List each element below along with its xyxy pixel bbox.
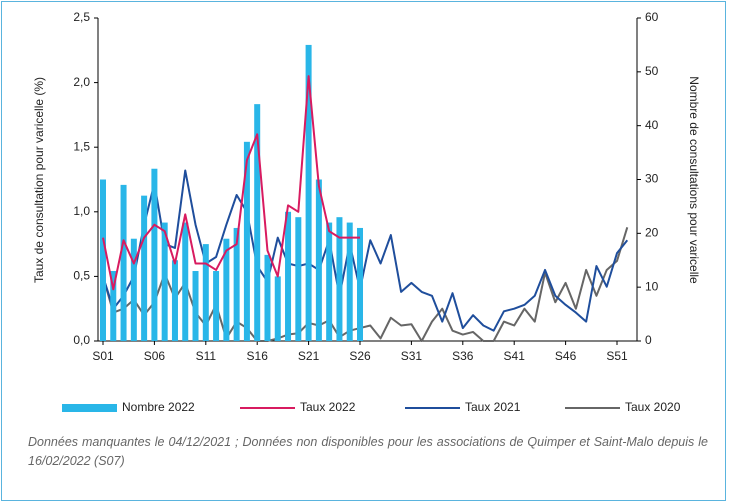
y2-tick-label: 0 (645, 333, 652, 347)
bar (254, 104, 261, 341)
x-tick-label: S11 (196, 349, 217, 363)
y2-tick-label: 50 (645, 64, 659, 78)
bar (151, 168, 158, 341)
bar (110, 271, 117, 341)
bar (100, 179, 106, 341)
bar (202, 244, 209, 341)
y-tick-label: 2,0 (73, 75, 90, 89)
x-tick-label: S36 (452, 349, 474, 363)
chart: Taux de consultation pour varicelle (%) … (32, 10, 701, 414)
bar (213, 271, 220, 341)
line (102, 227, 629, 342)
bar (326, 222, 333, 341)
y-tick-label: 2,5 (73, 10, 90, 24)
y-tick-label: 1,0 (73, 204, 90, 218)
bar (274, 276, 281, 341)
bar (336, 217, 343, 341)
bar (130, 238, 137, 341)
legend-label: Taux 2021 (465, 400, 521, 414)
y-tick-label: 0,0 (73, 333, 90, 347)
bar (357, 227, 363, 341)
legend-label: Nombre 2022 (122, 400, 195, 414)
y2-tick-label: 10 (645, 279, 659, 293)
y-tick-label: 0,5 (73, 269, 90, 283)
x-tick-label: S01 (92, 349, 114, 363)
y-axis-label: Taux de consultation pour varicelle (%) (32, 77, 46, 283)
x-tick-label: S06 (144, 349, 166, 363)
bar (192, 271, 199, 341)
bar (182, 222, 189, 341)
bar (243, 141, 250, 341)
bar (161, 222, 168, 341)
x-tick-label: S46 (555, 349, 577, 363)
y2-tick-label: 30 (645, 172, 659, 186)
y2-tick-label: 40 (645, 118, 659, 132)
x-tick-label: S26 (349, 349, 371, 363)
bar (315, 179, 322, 341)
legend-swatch (62, 404, 117, 412)
legend-label: Taux 2022 (300, 400, 356, 414)
y2-tick-label: 60 (645, 10, 659, 24)
bar (346, 222, 353, 341)
x-tick-label: S21 (298, 349, 320, 363)
line (102, 169, 629, 332)
x-tick-label: S31 (401, 349, 423, 363)
bar (171, 260, 178, 341)
bar (233, 227, 240, 341)
bar (141, 195, 148, 341)
line (102, 75, 360, 291)
x-tick-label: S16 (247, 349, 269, 363)
bar (305, 44, 312, 342)
bar (120, 184, 127, 341)
bar (264, 254, 271, 341)
y2-axis-label: Nombre de consultations pour varicelle (687, 76, 701, 284)
bar (223, 238, 230, 341)
y2-tick-label: 20 (645, 226, 659, 240)
legend-label: Taux 2020 (625, 400, 681, 414)
bar (285, 211, 292, 341)
footnote: Données manquantes le 04/12/2021 ; Donné… (28, 435, 708, 468)
bar (295, 217, 302, 341)
x-tick-label: S41 (504, 349, 526, 363)
x-tick-label: S51 (606, 349, 628, 363)
y-tick-label: 1,5 (73, 139, 90, 153)
